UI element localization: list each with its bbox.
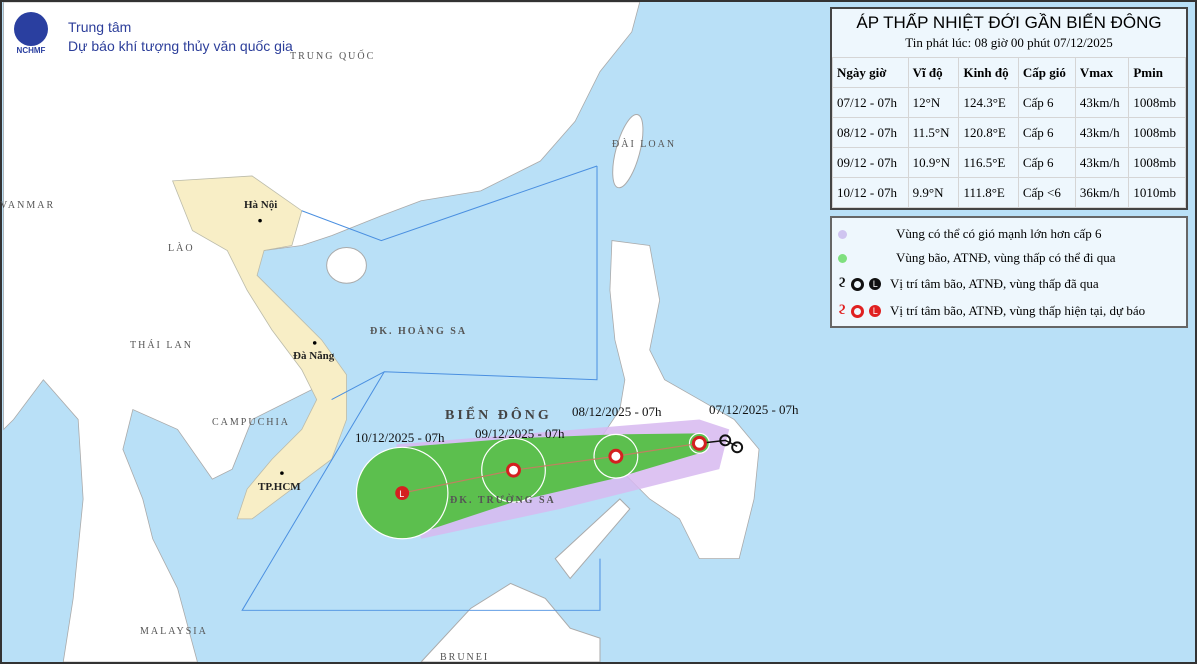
- cell: 111.8°E: [958, 177, 1019, 208]
- legend-item: ϩ L Vị trí tâm bão, ATNĐ, vùng thấp hiện …: [832, 300, 1145, 322]
- cell: 1008mb: [1128, 117, 1186, 148]
- legend-text: Vùng có thể có gió mạnh lớn hơn cấp 6: [896, 226, 1102, 241]
- cone-swatch-icon: [838, 253, 847, 263]
- cell: 1008mb: [1128, 147, 1186, 178]
- forecast-position: [506, 462, 521, 478]
- forecast-low-position: [395, 486, 410, 500]
- org-line-1: Trung tâm: [68, 19, 132, 35]
- table-row: 09/12 - 07h 10.9°N 116.5°E Cấp 6 43km/h 1008m…: [832, 147, 1186, 178]
- current-position: [691, 435, 707, 451]
- country-label: THÁI LAN: [130, 340, 193, 351]
- storm-icon: ϩ: [838, 276, 847, 291]
- cell: Cấp 6: [1017, 87, 1076, 118]
- col-header: Pmin: [1128, 57, 1186, 88]
- table-row: 10/12 - 07h 9.9°N 111.8°E Cấp <6 36km/h 1010m…: [832, 177, 1186, 208]
- depression-icon: [851, 277, 865, 291]
- cell: 116.5°E: [958, 147, 1019, 178]
- depression-icon: [851, 304, 865, 318]
- city-label: Đà Nẵng: [293, 350, 335, 362]
- cell: 43km/h: [1074, 117, 1130, 148]
- col-header: Vmax: [1074, 57, 1130, 88]
- cell: Cấp 6: [1017, 117, 1076, 148]
- cell: Cấp 6: [1017, 147, 1076, 178]
- col-header: Cấp gió: [1017, 57, 1076, 88]
- col-header: Vĩ độ: [907, 57, 960, 88]
- legend-text: Vị trí tâm bão, ATNĐ, vùng thấp hiện tại…: [890, 303, 1146, 318]
- past-position: [719, 434, 732, 447]
- borneo: [420, 582, 601, 662]
- track-label: 07/12/2025 - 07h: [709, 402, 799, 417]
- strong-wind-swatch-icon: [838, 229, 847, 239]
- cell: Cấp <6: [1017, 177, 1076, 208]
- table-row: 07/12 - 07h 12°N 124.3°E Cấp 6 43km/h 1008mb: [832, 87, 1186, 118]
- logo-text: NCHMF: [16, 46, 46, 55]
- bulletin-panel: ÁP THẤP NHIỆT ĐỚI GẦN BIỂN ĐÔNG Tin phát…: [830, 7, 1188, 210]
- low-icon: L: [869, 278, 882, 290]
- nchmf-logo: NCHMF: [8, 8, 54, 62]
- org-line-2: Dự báo khí tượng thủy văn quốc gia: [68, 38, 293, 54]
- cell: 11.5°N: [907, 117, 960, 148]
- cell: 08/12 - 07h: [832, 117, 909, 148]
- cell: 1008mb: [1128, 87, 1186, 118]
- legend: Vùng có thể có gió mạnh lớn hơn cấp 6 Vù…: [830, 216, 1188, 328]
- col-header: Kinh độ: [958, 57, 1019, 88]
- taiwan: [612, 113, 644, 189]
- country-label: BRUNEI: [440, 652, 490, 663]
- legend-text: Vùng bão, ATNĐ, vùng thấp có thể đi qua: [896, 250, 1116, 265]
- cell: 120.8°E: [958, 117, 1019, 148]
- sea-label: BIỂN ĐÔNG: [445, 408, 552, 423]
- country-label: VANMAR: [0, 200, 56, 211]
- legend-item: ϩ L Vị trí tâm bão, ATNĐ, vùng thấp đã qu…: [832, 273, 1099, 295]
- past-position: [731, 441, 744, 454]
- col-header: Ngày giờ: [832, 57, 909, 88]
- track-label: 10/12/2025 - 07h: [355, 430, 445, 445]
- city-label: TP.HCM: [258, 481, 301, 493]
- cell: 09/12 - 07h: [832, 147, 909, 178]
- country-label: CAMPUCHIA: [212, 417, 291, 428]
- low-icon: L: [869, 305, 882, 317]
- city-label: Hà Nội: [244, 199, 278, 211]
- table-header: Ngày giờ Vĩ độ Kinh độ Cấp gió Vmax Pmin: [832, 57, 1186, 88]
- track-label: 08/12/2025 - 07h: [572, 404, 662, 419]
- vietnam: [172, 175, 347, 520]
- legend-item: Vùng bão, ATNĐ, vùng thấp có thể đi qua: [832, 247, 1116, 269]
- storm-icon: ϩ: [838, 303, 847, 318]
- legend-item: Vùng có thể có gió mạnh lớn hơn cấp 6: [832, 223, 1101, 245]
- sea-label: ĐK. HOÀNG SA: [370, 326, 468, 337]
- organization-name: Trung tâm Dự báo khí tượng thủy văn quốc…: [68, 18, 293, 56]
- issued-time: Tin phát lúc: 08 giờ 00 phút 07/12/2025: [905, 35, 1113, 50]
- cell: 10/12 - 07h: [832, 177, 909, 208]
- country-label: TRUNG QUỐC: [290, 51, 376, 62]
- table-row: 08/12 - 07h 11.5°N 120.8°E Cấp 6 43km/h 1008m…: [832, 117, 1186, 148]
- panel-title: ÁP THẤP NHIỆT ĐỚI GẦN BIỂN ĐÔNG: [856, 13, 1162, 32]
- svg-text:L: L: [399, 489, 404, 499]
- sea-label: ĐK. TRƯỜNG SA: [450, 495, 556, 506]
- legend-text: Vị trí tâm bão, ATNĐ, vùng thấp đã qua: [890, 276, 1099, 291]
- track-label: 09/12/2025 - 07h: [475, 426, 565, 441]
- cell: 36km/h: [1074, 177, 1130, 208]
- cell: 12°N: [907, 87, 960, 118]
- cell: 07/12 - 07h: [832, 87, 909, 118]
- country-label: ĐÀI LOAN: [612, 139, 677, 150]
- country-label: MALAYSIA: [140, 626, 208, 637]
- cell: 9.9°N: [907, 177, 960, 208]
- forecast-position: [608, 448, 624, 464]
- mainland: [3, 2, 641, 662]
- cell: 124.3°E: [958, 87, 1019, 118]
- cell: 43km/h: [1074, 87, 1130, 118]
- cell: 1010mb: [1128, 177, 1186, 208]
- country-label: LÀO: [168, 243, 195, 254]
- forecast-table: Ngày giờ Vĩ độ Kinh độ Cấp gió Vmax Pmin…: [832, 57, 1186, 208]
- cell: 10.9°N: [907, 147, 960, 178]
- track-line: [402, 442, 700, 494]
- cell: 43km/h: [1074, 147, 1130, 178]
